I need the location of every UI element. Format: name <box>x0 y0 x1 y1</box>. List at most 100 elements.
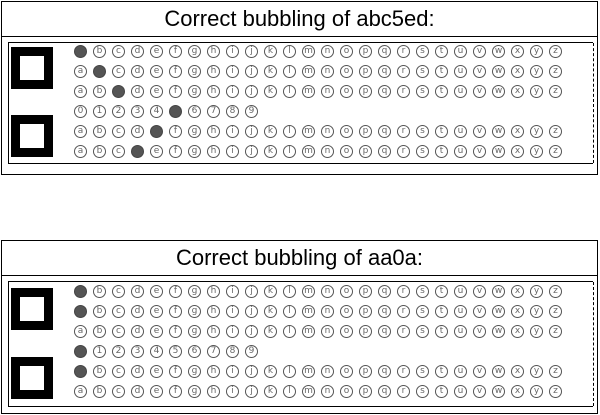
bubble-h[interactable]: h <box>207 325 220 338</box>
bubble-x[interactable]: x <box>511 45 524 58</box>
bubble-2[interactable]: 2 <box>112 105 125 118</box>
bubble-y[interactable]: y <box>530 65 543 78</box>
bubble-6[interactable]: 6 <box>188 105 201 118</box>
bubble-r[interactable]: r <box>397 45 410 58</box>
bubble-p[interactable]: p <box>359 125 372 138</box>
bubble-5[interactable]: 5 <box>169 345 182 358</box>
bubble-p[interactable]: p <box>359 285 372 298</box>
bubble-k[interactable]: k <box>264 85 277 98</box>
bubble-b[interactable]: b <box>93 365 106 378</box>
bubble-z[interactable]: z <box>549 285 562 298</box>
bubble-g[interactable]: g <box>188 365 201 378</box>
bubble-x[interactable]: x <box>511 125 524 138</box>
bubble-w[interactable]: w <box>492 65 505 78</box>
bubble-d[interactable]: d <box>131 325 144 338</box>
bubble-b[interactable]: b <box>93 145 106 158</box>
bubble-p[interactable]: p <box>359 305 372 318</box>
bubble-o[interactable]: o <box>340 125 353 138</box>
bubble-g[interactable]: g <box>188 285 201 298</box>
bubble-k[interactable]: k <box>264 285 277 298</box>
bubble-3[interactable]: 3 <box>131 345 144 358</box>
bubble-r[interactable]: r <box>397 285 410 298</box>
bubble-s[interactable]: s <box>416 65 429 78</box>
bubble-t[interactable]: t <box>435 85 448 98</box>
bubble-a[interactable]: a <box>74 325 87 338</box>
bubble-e[interactable]: e <box>150 285 163 298</box>
bubble-e[interactable]: e <box>150 325 163 338</box>
bubble-x[interactable]: x <box>511 145 524 158</box>
bubble-i[interactable]: i <box>226 365 239 378</box>
bubble-o[interactable]: o <box>340 45 353 58</box>
bubble-o[interactable]: o <box>340 85 353 98</box>
bubble-m[interactable]: m <box>302 125 315 138</box>
bubble-l[interactable]: l <box>283 285 296 298</box>
bubble-e[interactable]: e <box>150 65 163 78</box>
bubble-l[interactable]: l <box>283 45 296 58</box>
bubble-c[interactable]: c <box>112 325 125 338</box>
bubble-z[interactable]: z <box>549 65 562 78</box>
bubble-p[interactable]: p <box>359 85 372 98</box>
bubble-z[interactable]: z <box>549 325 562 338</box>
bubble-l[interactable]: l <box>283 125 296 138</box>
bubble-u[interactable]: u <box>454 305 467 318</box>
bubble-i[interactable]: i <box>226 85 239 98</box>
bubble-r[interactable]: r <box>397 305 410 318</box>
bubble-w[interactable]: w <box>492 325 505 338</box>
bubble-x[interactable]: x <box>511 285 524 298</box>
bubble-n[interactable]: n <box>321 145 334 158</box>
bubble-y[interactable]: y <box>530 125 543 138</box>
bubble-1[interactable]: 1 <box>93 345 106 358</box>
bubble-w[interactable]: w <box>492 305 505 318</box>
bubble-a[interactable]: a <box>74 305 87 318</box>
bubble-9[interactable]: 9 <box>245 345 258 358</box>
bubble-e[interactable]: e <box>150 145 163 158</box>
bubble-c[interactable]: c <box>112 305 125 318</box>
bubble-t[interactable]: t <box>435 145 448 158</box>
bubble-t[interactable]: t <box>435 305 448 318</box>
bubble-b[interactable]: b <box>93 305 106 318</box>
bubble-x[interactable]: x <box>511 85 524 98</box>
bubble-z[interactable]: z <box>549 45 562 58</box>
bubble-o[interactable]: o <box>340 305 353 318</box>
bubble-t[interactable]: t <box>435 365 448 378</box>
bubble-o[interactable]: o <box>340 285 353 298</box>
bubble-g[interactable]: g <box>188 65 201 78</box>
bubble-j[interactable]: j <box>245 145 258 158</box>
bubble-y[interactable]: y <box>530 305 543 318</box>
bubble-d[interactable]: d <box>131 145 144 158</box>
bubble-w[interactable]: w <box>492 145 505 158</box>
bubble-j[interactable]: j <box>245 305 258 318</box>
bubble-h[interactable]: h <box>207 125 220 138</box>
bubble-h[interactable]: h <box>207 85 220 98</box>
bubble-m[interactable]: m <box>302 45 315 58</box>
bubble-m[interactable]: m <box>302 65 315 78</box>
bubble-y[interactable]: y <box>530 325 543 338</box>
bubble-u[interactable]: u <box>454 85 467 98</box>
bubble-n[interactable]: n <box>321 365 334 378</box>
bubble-e[interactable]: e <box>150 385 163 398</box>
bubble-r[interactable]: r <box>397 385 410 398</box>
bubble-g[interactable]: g <box>188 145 201 158</box>
bubble-m[interactable]: m <box>302 385 315 398</box>
bubble-q[interactable]: q <box>378 85 391 98</box>
bubble-z[interactable]: z <box>549 305 562 318</box>
bubble-v[interactable]: v <box>473 325 486 338</box>
bubble-o[interactable]: o <box>340 365 353 378</box>
bubble-v[interactable]: v <box>473 45 486 58</box>
bubble-z[interactable]: z <box>549 85 562 98</box>
bubble-q[interactable]: q <box>378 385 391 398</box>
bubble-r[interactable]: r <box>397 125 410 138</box>
bubble-i[interactable]: i <box>226 385 239 398</box>
bubble-e[interactable]: e <box>150 125 163 138</box>
bubble-8[interactable]: 8 <box>226 345 239 358</box>
bubble-p[interactable]: p <box>359 45 372 58</box>
bubble-w[interactable]: w <box>492 45 505 58</box>
bubble-r[interactable]: r <box>397 325 410 338</box>
bubble-f[interactable]: f <box>169 365 182 378</box>
bubble-y[interactable]: y <box>530 45 543 58</box>
bubble-v[interactable]: v <box>473 305 486 318</box>
bubble-w[interactable]: w <box>492 285 505 298</box>
bubble-m[interactable]: m <box>302 325 315 338</box>
bubble-k[interactable]: k <box>264 305 277 318</box>
bubble-s[interactable]: s <box>416 85 429 98</box>
